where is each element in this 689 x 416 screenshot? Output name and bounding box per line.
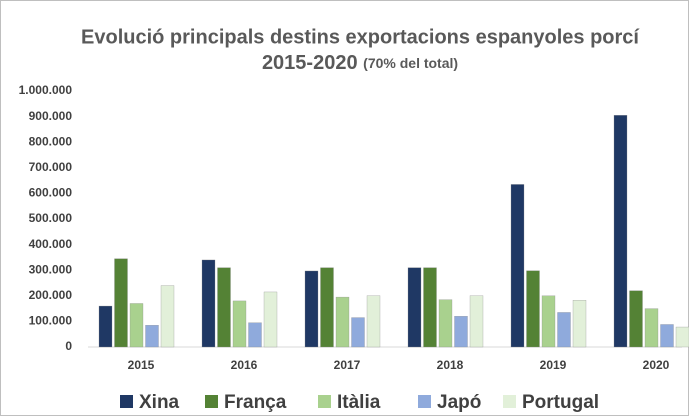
x-tick-label: 2018: [437, 358, 464, 372]
bar: [644, 308, 659, 348]
bar: [407, 267, 422, 348]
legend-label: França: [224, 392, 287, 413]
y-tick-label: 700.000: [29, 160, 73, 174]
bar: [98, 305, 113, 348]
legend-label: Xina: [139, 392, 180, 413]
bar: [320, 267, 334, 348]
bar: [660, 324, 674, 348]
y-tick-label: 0: [65, 339, 72, 353]
bar: [248, 322, 262, 348]
x-tick-label: 2019: [540, 358, 567, 372]
bar: [423, 267, 437, 348]
bar: [304, 270, 319, 348]
bar: [438, 299, 453, 348]
y-tick-label: 200.000: [29, 288, 73, 302]
bar: [160, 285, 175, 348]
bar: [263, 291, 278, 348]
bar: [335, 296, 350, 348]
bar: [201, 259, 216, 348]
bar: [541, 295, 556, 348]
bar: [129, 303, 144, 348]
legend-swatch: [318, 395, 331, 408]
x-tick-label: 2017: [334, 358, 361, 372]
legend-label: Japó: [437, 392, 481, 413]
chart-title: 2015-2020: [262, 52, 358, 74]
x-tick-label: 2020: [643, 358, 670, 372]
y-tick-label: 900.000: [29, 109, 73, 123]
chart-title: Evolució principals destins exportacions…: [81, 26, 640, 48]
bar: [454, 316, 468, 348]
legend-swatch: [503, 395, 516, 408]
chart-title: 2015-2020 (70% del total): [262, 52, 458, 74]
legend-swatch: [205, 395, 218, 408]
y-tick-label: 400.000: [29, 237, 73, 251]
bar: [675, 326, 689, 348]
legend-label: Portugal: [522, 392, 599, 413]
bar: [232, 300, 247, 348]
bar: [510, 184, 525, 348]
y-tick-label: 300.000: [29, 262, 73, 276]
legend-swatch: [120, 395, 133, 408]
y-tick-label: 100.000: [29, 314, 73, 328]
bar: [469, 295, 484, 348]
bar: [114, 258, 128, 348]
bar: [217, 267, 231, 348]
bar: [145, 325, 159, 348]
bar: [526, 270, 540, 348]
x-tick-label: 2016: [231, 358, 258, 372]
bar: [366, 295, 381, 348]
bar: [572, 300, 587, 348]
bar: [557, 312, 571, 348]
y-tick-label: 500.000: [29, 211, 73, 225]
legend-swatch: [418, 395, 431, 408]
bar: [613, 115, 628, 348]
x-tick-label: 2015: [128, 358, 155, 372]
bar: [629, 290, 643, 348]
chart-subtitle: (70% del total): [363, 55, 458, 71]
bar: [351, 317, 365, 348]
y-tick-label: 800.000: [29, 134, 73, 148]
legend-label: Itàlia: [337, 392, 381, 413]
y-tick-label: 1.000.000: [19, 83, 73, 97]
y-tick-label: 600.000: [29, 186, 73, 200]
